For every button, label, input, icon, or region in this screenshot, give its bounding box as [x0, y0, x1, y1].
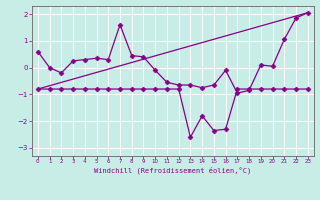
X-axis label: Windchill (Refroidissement éolien,°C): Windchill (Refroidissement éolien,°C) [94, 167, 252, 174]
